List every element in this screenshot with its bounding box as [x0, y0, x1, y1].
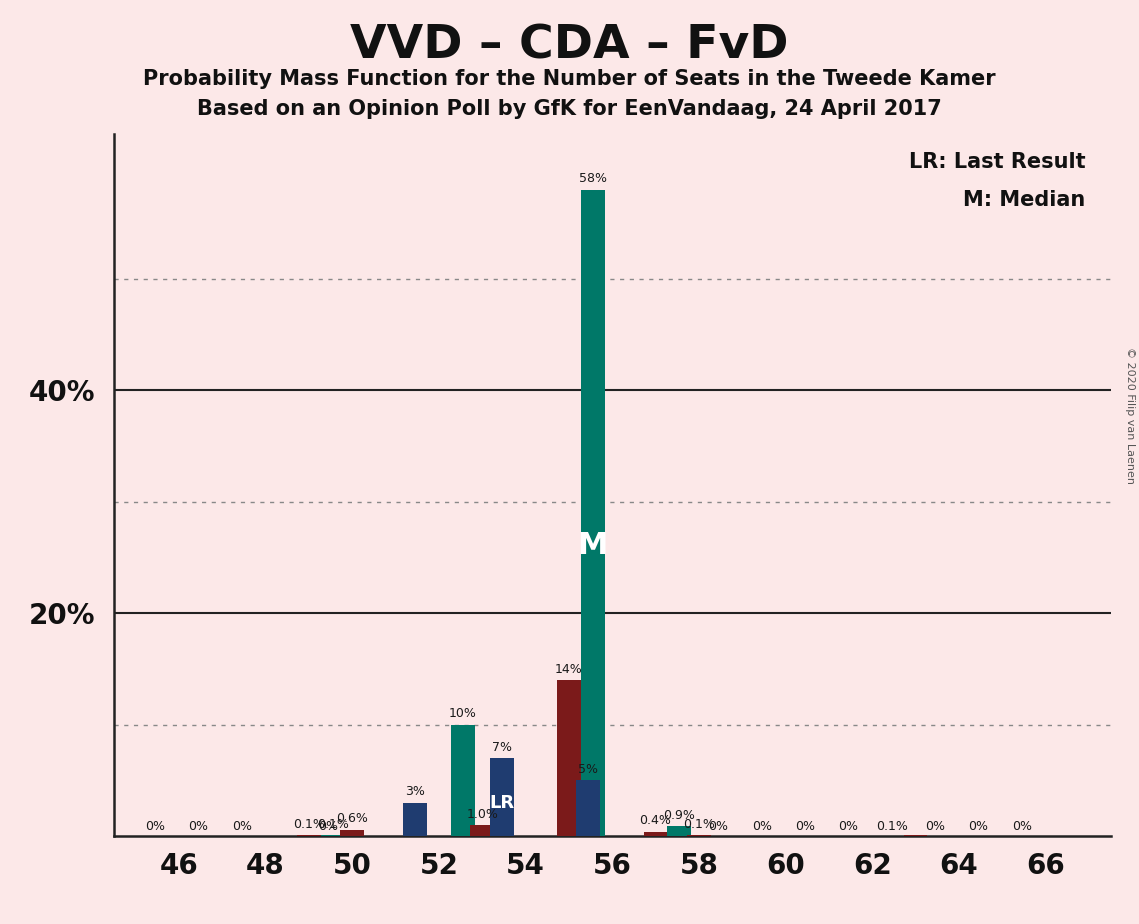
- Text: 0%: 0%: [752, 821, 772, 833]
- Text: 0.1%: 0.1%: [293, 818, 325, 831]
- Bar: [576, 781, 600, 836]
- Text: 0.1%: 0.1%: [683, 818, 715, 831]
- Text: 3%: 3%: [405, 785, 425, 798]
- Text: M: Median: M: Median: [964, 190, 1085, 210]
- Text: 0%: 0%: [708, 821, 728, 833]
- Text: © 2020 Filip van Laenen: © 2020 Filip van Laenen: [1125, 347, 1134, 484]
- Text: 14%: 14%: [555, 663, 583, 675]
- Text: 0%: 0%: [838, 821, 859, 833]
- Bar: [903, 835, 927, 836]
- Text: 0%: 0%: [925, 821, 945, 833]
- Bar: [297, 835, 321, 836]
- Bar: [321, 835, 345, 836]
- Bar: [490, 759, 514, 836]
- Text: Probability Mass Function for the Number of Seats in the Tweede Kamer: Probability Mass Function for the Number…: [144, 69, 995, 90]
- Text: 0%: 0%: [145, 821, 165, 833]
- Bar: [470, 825, 494, 836]
- Text: VVD – CDA – FvD: VVD – CDA – FvD: [351, 23, 788, 68]
- Bar: [341, 830, 364, 836]
- Text: 10%: 10%: [449, 707, 476, 721]
- Text: 0.4%: 0.4%: [640, 814, 672, 827]
- Text: 0.1%: 0.1%: [317, 818, 349, 831]
- Bar: [403, 803, 427, 836]
- Text: 0%: 0%: [968, 821, 989, 833]
- Bar: [667, 826, 691, 836]
- Text: Based on an Opinion Poll by GfK for EenVandaag, 24 April 2017: Based on an Opinion Poll by GfK for EenV…: [197, 99, 942, 119]
- Bar: [644, 832, 667, 836]
- Text: 0%: 0%: [795, 821, 816, 833]
- Text: 0%: 0%: [231, 821, 252, 833]
- Bar: [687, 835, 711, 836]
- Text: 5%: 5%: [579, 763, 598, 776]
- Text: 0%: 0%: [319, 821, 338, 833]
- Text: 0.6%: 0.6%: [336, 812, 368, 825]
- Text: M: M: [577, 530, 608, 560]
- Bar: [451, 724, 475, 836]
- Text: 0.1%: 0.1%: [876, 821, 908, 833]
- Text: 7%: 7%: [492, 741, 511, 754]
- Text: LR: LR: [489, 795, 515, 812]
- Text: LR: Last Result: LR: Last Result: [909, 152, 1085, 172]
- Text: 1.0%: 1.0%: [466, 808, 498, 821]
- Bar: [557, 680, 581, 836]
- Text: 0%: 0%: [1011, 821, 1032, 833]
- Bar: [581, 189, 605, 836]
- Text: 58%: 58%: [579, 172, 607, 185]
- Text: 0.9%: 0.9%: [663, 808, 695, 821]
- Text: 0%: 0%: [188, 821, 208, 833]
